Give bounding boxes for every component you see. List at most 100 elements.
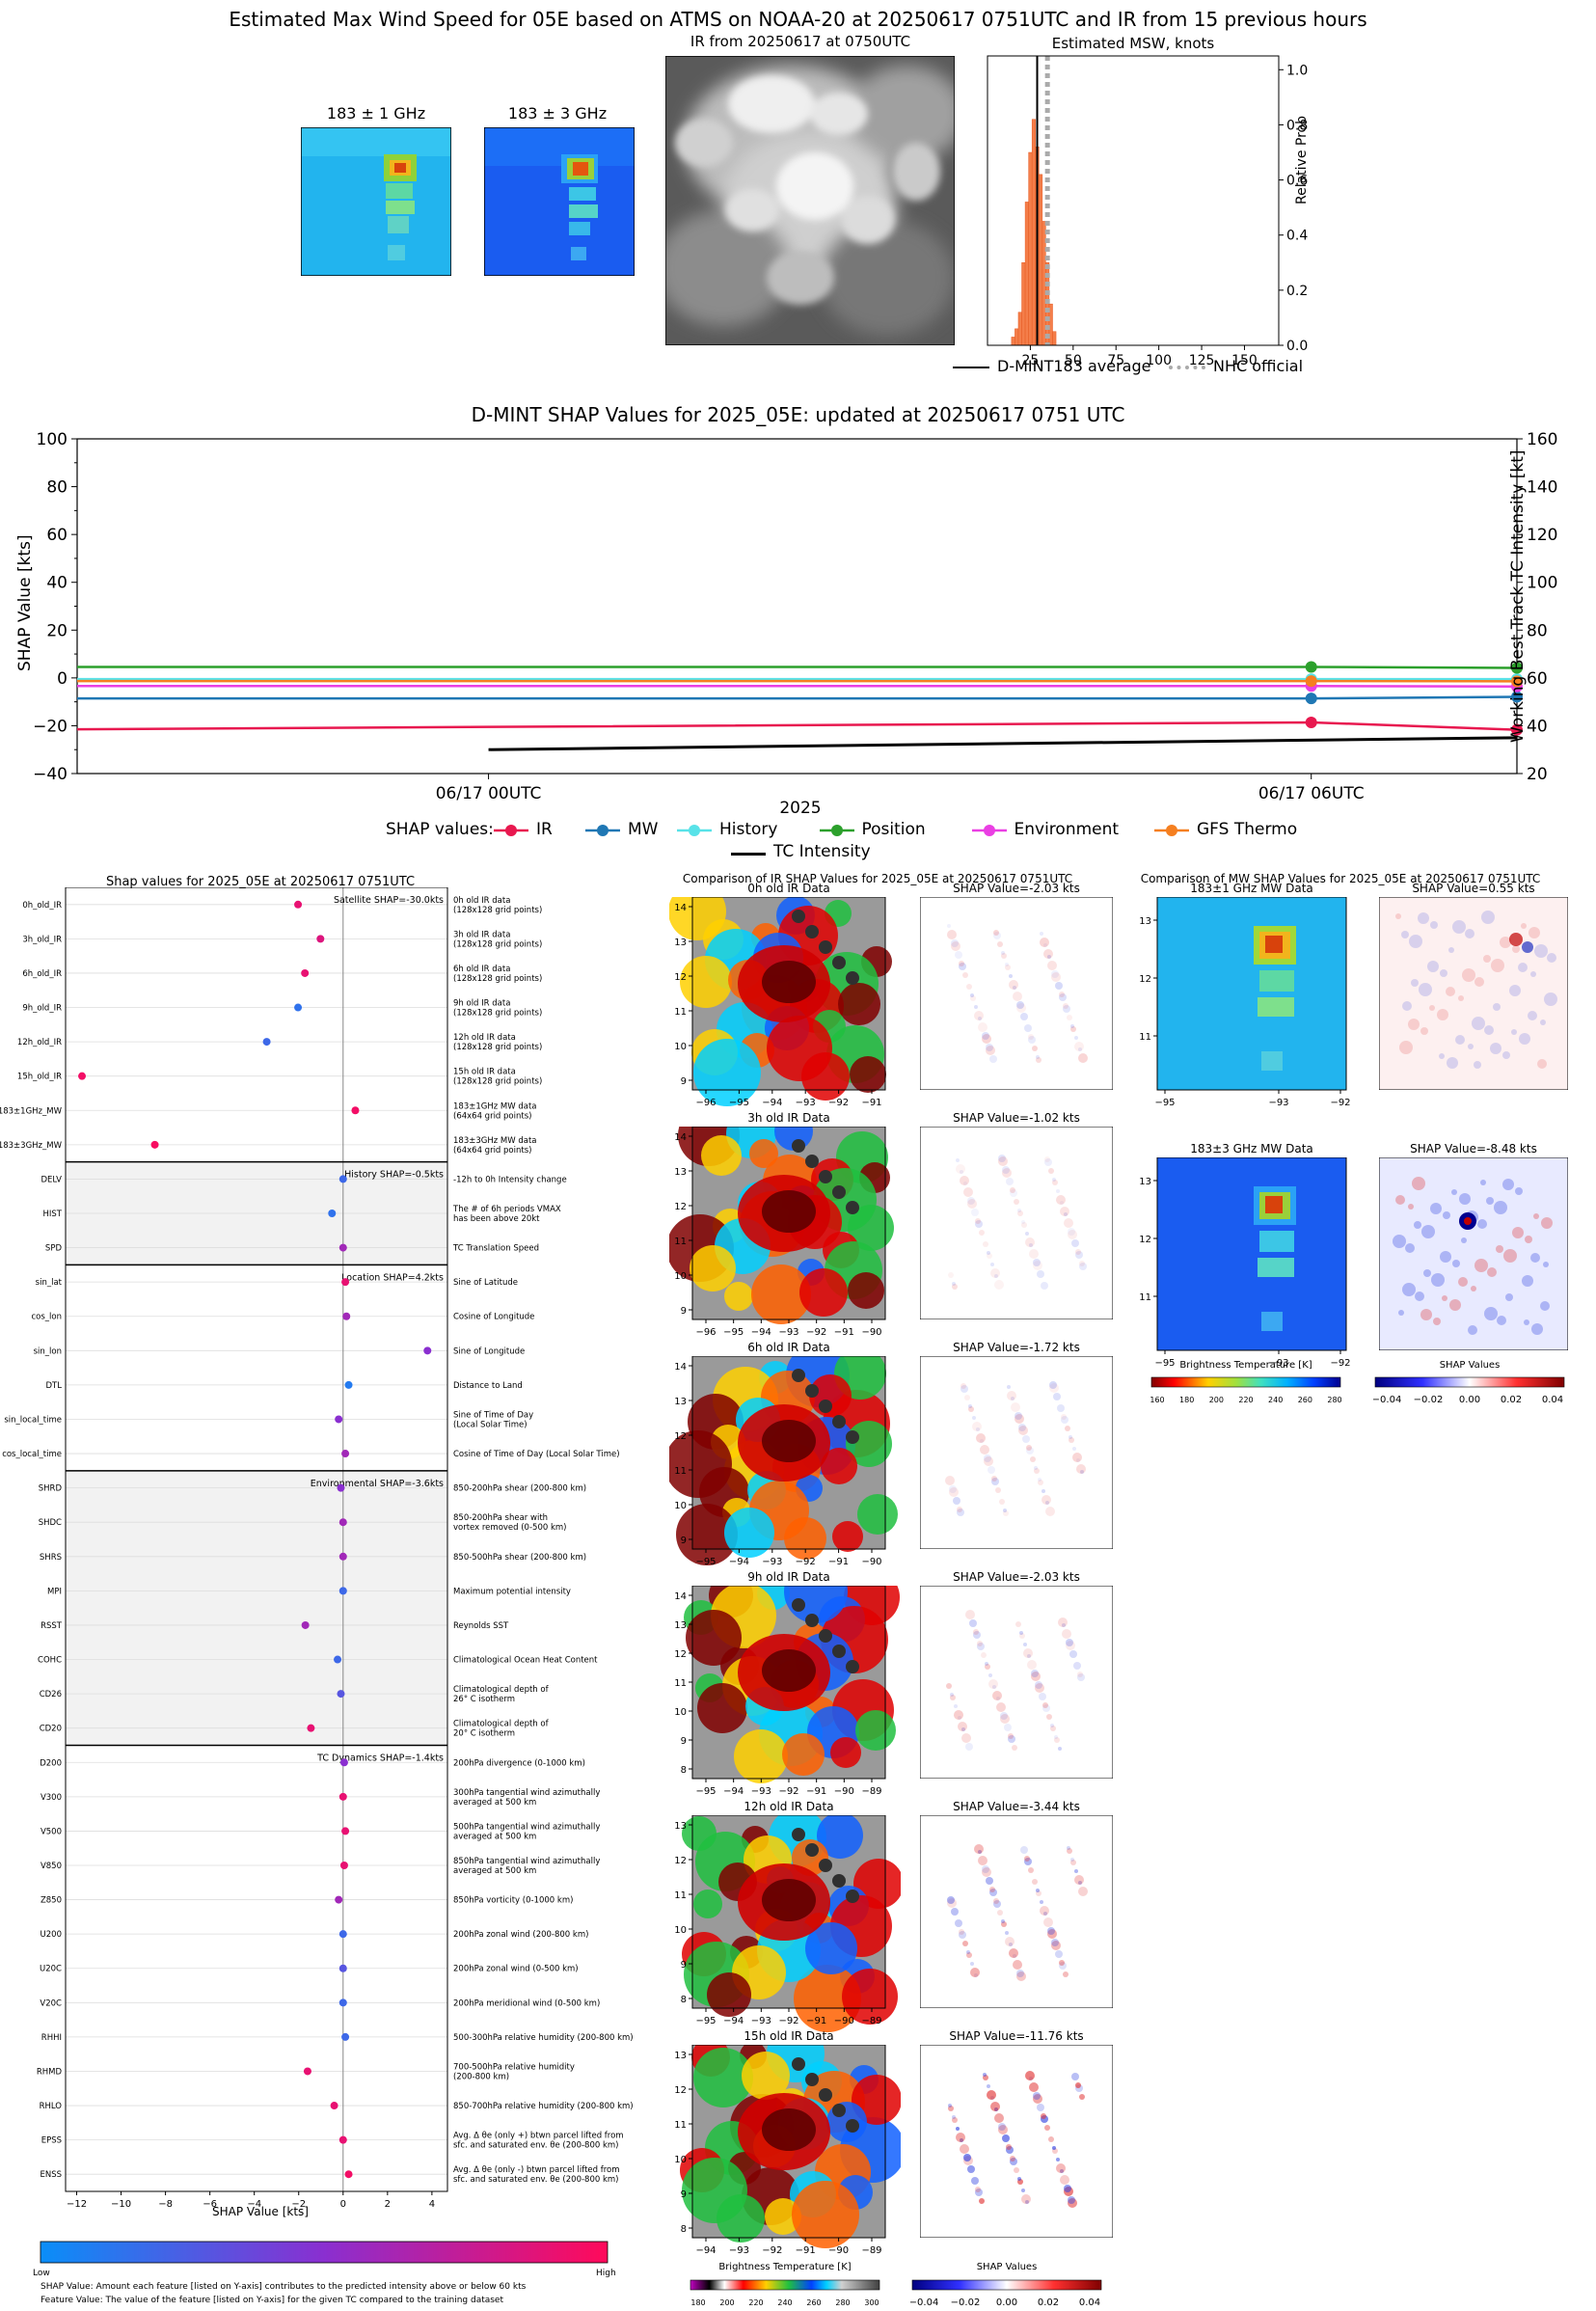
ir-cold-top <box>846 1430 859 1444</box>
ir-shap-speck <box>1074 1875 1084 1885</box>
ir-shap-title: SHAP Value=-1.02 kts <box>953 1111 1080 1125</box>
ir-shap-speck <box>947 1896 955 1904</box>
ir-shap-speck <box>977 1643 985 1650</box>
ir-shap-speck <box>1019 1633 1025 1639</box>
ir-shap-speck <box>994 2113 1004 2123</box>
ir-shap-speck <box>1012 1745 1017 1751</box>
feature-description: averaged at 500 km <box>453 1832 536 1841</box>
ir-shap-speck <box>1049 1383 1059 1393</box>
ir-xtick-label: −91 <box>806 2016 826 2026</box>
legend-avg-line <box>953 367 989 368</box>
feature-xtick-label: 2 <box>385 2199 391 2210</box>
mw-shap-speck <box>1503 1249 1517 1263</box>
ir-shap-speck <box>965 1743 973 1751</box>
ir-shap-speck <box>972 1416 976 1420</box>
ir-shap-speck <box>1078 1887 1088 1896</box>
ir-shap-speck <box>1042 1702 1048 1708</box>
mw-shap-speck <box>1430 921 1438 929</box>
ir-shap-speck <box>959 1929 964 1935</box>
ir-data-image: −95 −94 −93 −92 −91 −90 −89 14 13 12 11 10 9 8 <box>674 1586 900 1797</box>
ir-ytick-label: 12 <box>674 2085 687 2096</box>
mw-xtick-label: −93 <box>1268 1098 1288 1108</box>
feature-dot <box>341 1278 350 1287</box>
mw-shap-speck <box>1468 1325 1477 1335</box>
ir-shap-speck <box>949 1485 957 1493</box>
ir-shap-speck <box>995 1487 1001 1493</box>
ir-cold-top <box>792 1139 805 1153</box>
ir-shap-image <box>920 1356 1113 1549</box>
ir-colorbar-tick: 260 <box>806 2298 821 2307</box>
feature-dot <box>335 1895 343 1904</box>
ir-shap-speck <box>1063 1005 1070 1013</box>
ir-shap-speck <box>1005 965 1011 970</box>
ir-shap-speck <box>1047 1927 1055 1935</box>
feature-dot <box>341 2032 350 2041</box>
ir-blob <box>724 1282 753 1311</box>
feature-xtick-label: 0 <box>340 2199 346 2210</box>
ir-ytick-label: 9 <box>681 1306 687 1317</box>
ir-shap-speck <box>1075 1249 1081 1255</box>
mw-shap-speck <box>1402 1001 1412 1011</box>
ir-ytick-label: 9 <box>681 1536 687 1546</box>
feature-description: 15h old IR data <box>453 1068 516 1077</box>
feature-description: averaged at 500 km <box>453 1798 536 1808</box>
ir-shap-speck <box>1014 1199 1019 1205</box>
ir-shap-speck <box>959 961 964 966</box>
ir-shap-speck <box>1011 1397 1014 1400</box>
ir-shap-speck <box>960 1170 963 1174</box>
ir-shap-speck <box>983 2073 987 2077</box>
ir-ytick-label: 13 <box>674 938 687 948</box>
ir-shap-speck <box>1000 1712 1008 1720</box>
mw-shap-speck <box>1411 979 1419 987</box>
ir-colorbar-tick: 240 <box>777 2298 792 2307</box>
ts-y2tick-label: 140 <box>1527 478 1557 498</box>
feature-description: The # of 6h periods VMAX <box>452 1205 561 1214</box>
ir-shap-speck <box>974 1005 978 1009</box>
mw-xtick-label: −92 <box>1330 1358 1350 1369</box>
msw-title: Estimated MSW, knots <box>1051 35 1215 52</box>
ts-ytick-label: 60 <box>46 526 68 545</box>
ir-shap-speck <box>1055 1950 1063 1958</box>
feature-description: 0h old IR data <box>453 896 510 906</box>
ir-shap-speck <box>959 963 966 970</box>
feature-description: (200-800 km) <box>453 2072 509 2081</box>
feature-dot <box>294 1003 303 1012</box>
legend-marker-dot <box>1166 825 1177 836</box>
msw-xtick-label: 150 <box>1231 353 1258 368</box>
feature-description: 183±1GHz MW data <box>453 1101 536 1111</box>
ir-shap-speck <box>1063 1003 1069 1009</box>
ir-xtick-label: −93 <box>778 1327 798 1338</box>
ir-shap-speck <box>1016 1970 1024 1977</box>
mw-shap-speck <box>1446 987 1455 996</box>
ir-blob <box>693 1890 722 1918</box>
feature-xlabel: SHAP Value [kts] <box>212 2205 309 2218</box>
mw-shap-speck <box>1452 920 1466 934</box>
legend-nhc-line <box>1169 366 1205 369</box>
ir-xtick-label: −89 <box>861 2016 881 2026</box>
ir-shap-speck <box>1054 1735 1058 1739</box>
ir-shap-speck <box>1079 1261 1085 1266</box>
mw-band <box>1258 997 1294 1017</box>
mw-ytick-label: 11 <box>1139 1032 1151 1043</box>
ir-blob <box>830 1737 861 1768</box>
ir-shap-speck <box>978 1017 982 1020</box>
ir-shap-speck <box>991 1476 997 1482</box>
ir-shap-speck <box>1051 972 1061 982</box>
feature-description: -12h to 0h Intensity change <box>453 1175 567 1184</box>
ir-blob <box>724 1508 774 1558</box>
legend-marker-dot <box>983 825 995 836</box>
ir-shap-speck <box>1026 1447 1034 1455</box>
feature-description: Sine of Latitude <box>453 1278 518 1288</box>
ir-shap-speck <box>977 1641 983 1646</box>
feature-dot <box>338 2135 347 2144</box>
legend-title: SHAP values: <box>386 820 494 839</box>
ir-shap-speck <box>979 1230 985 1236</box>
ir-core-inner <box>762 961 816 1003</box>
ir-shap-speck <box>1009 1948 1018 1958</box>
ir-ytick-label: 11 <box>674 1007 687 1018</box>
ir-core-inner <box>762 1649 816 1692</box>
feature-dot <box>344 1380 353 1389</box>
ir-blob <box>846 1421 892 1467</box>
feature-dot <box>328 1210 337 1217</box>
mw3-label: 183 ± 3 GHz <box>507 104 608 122</box>
